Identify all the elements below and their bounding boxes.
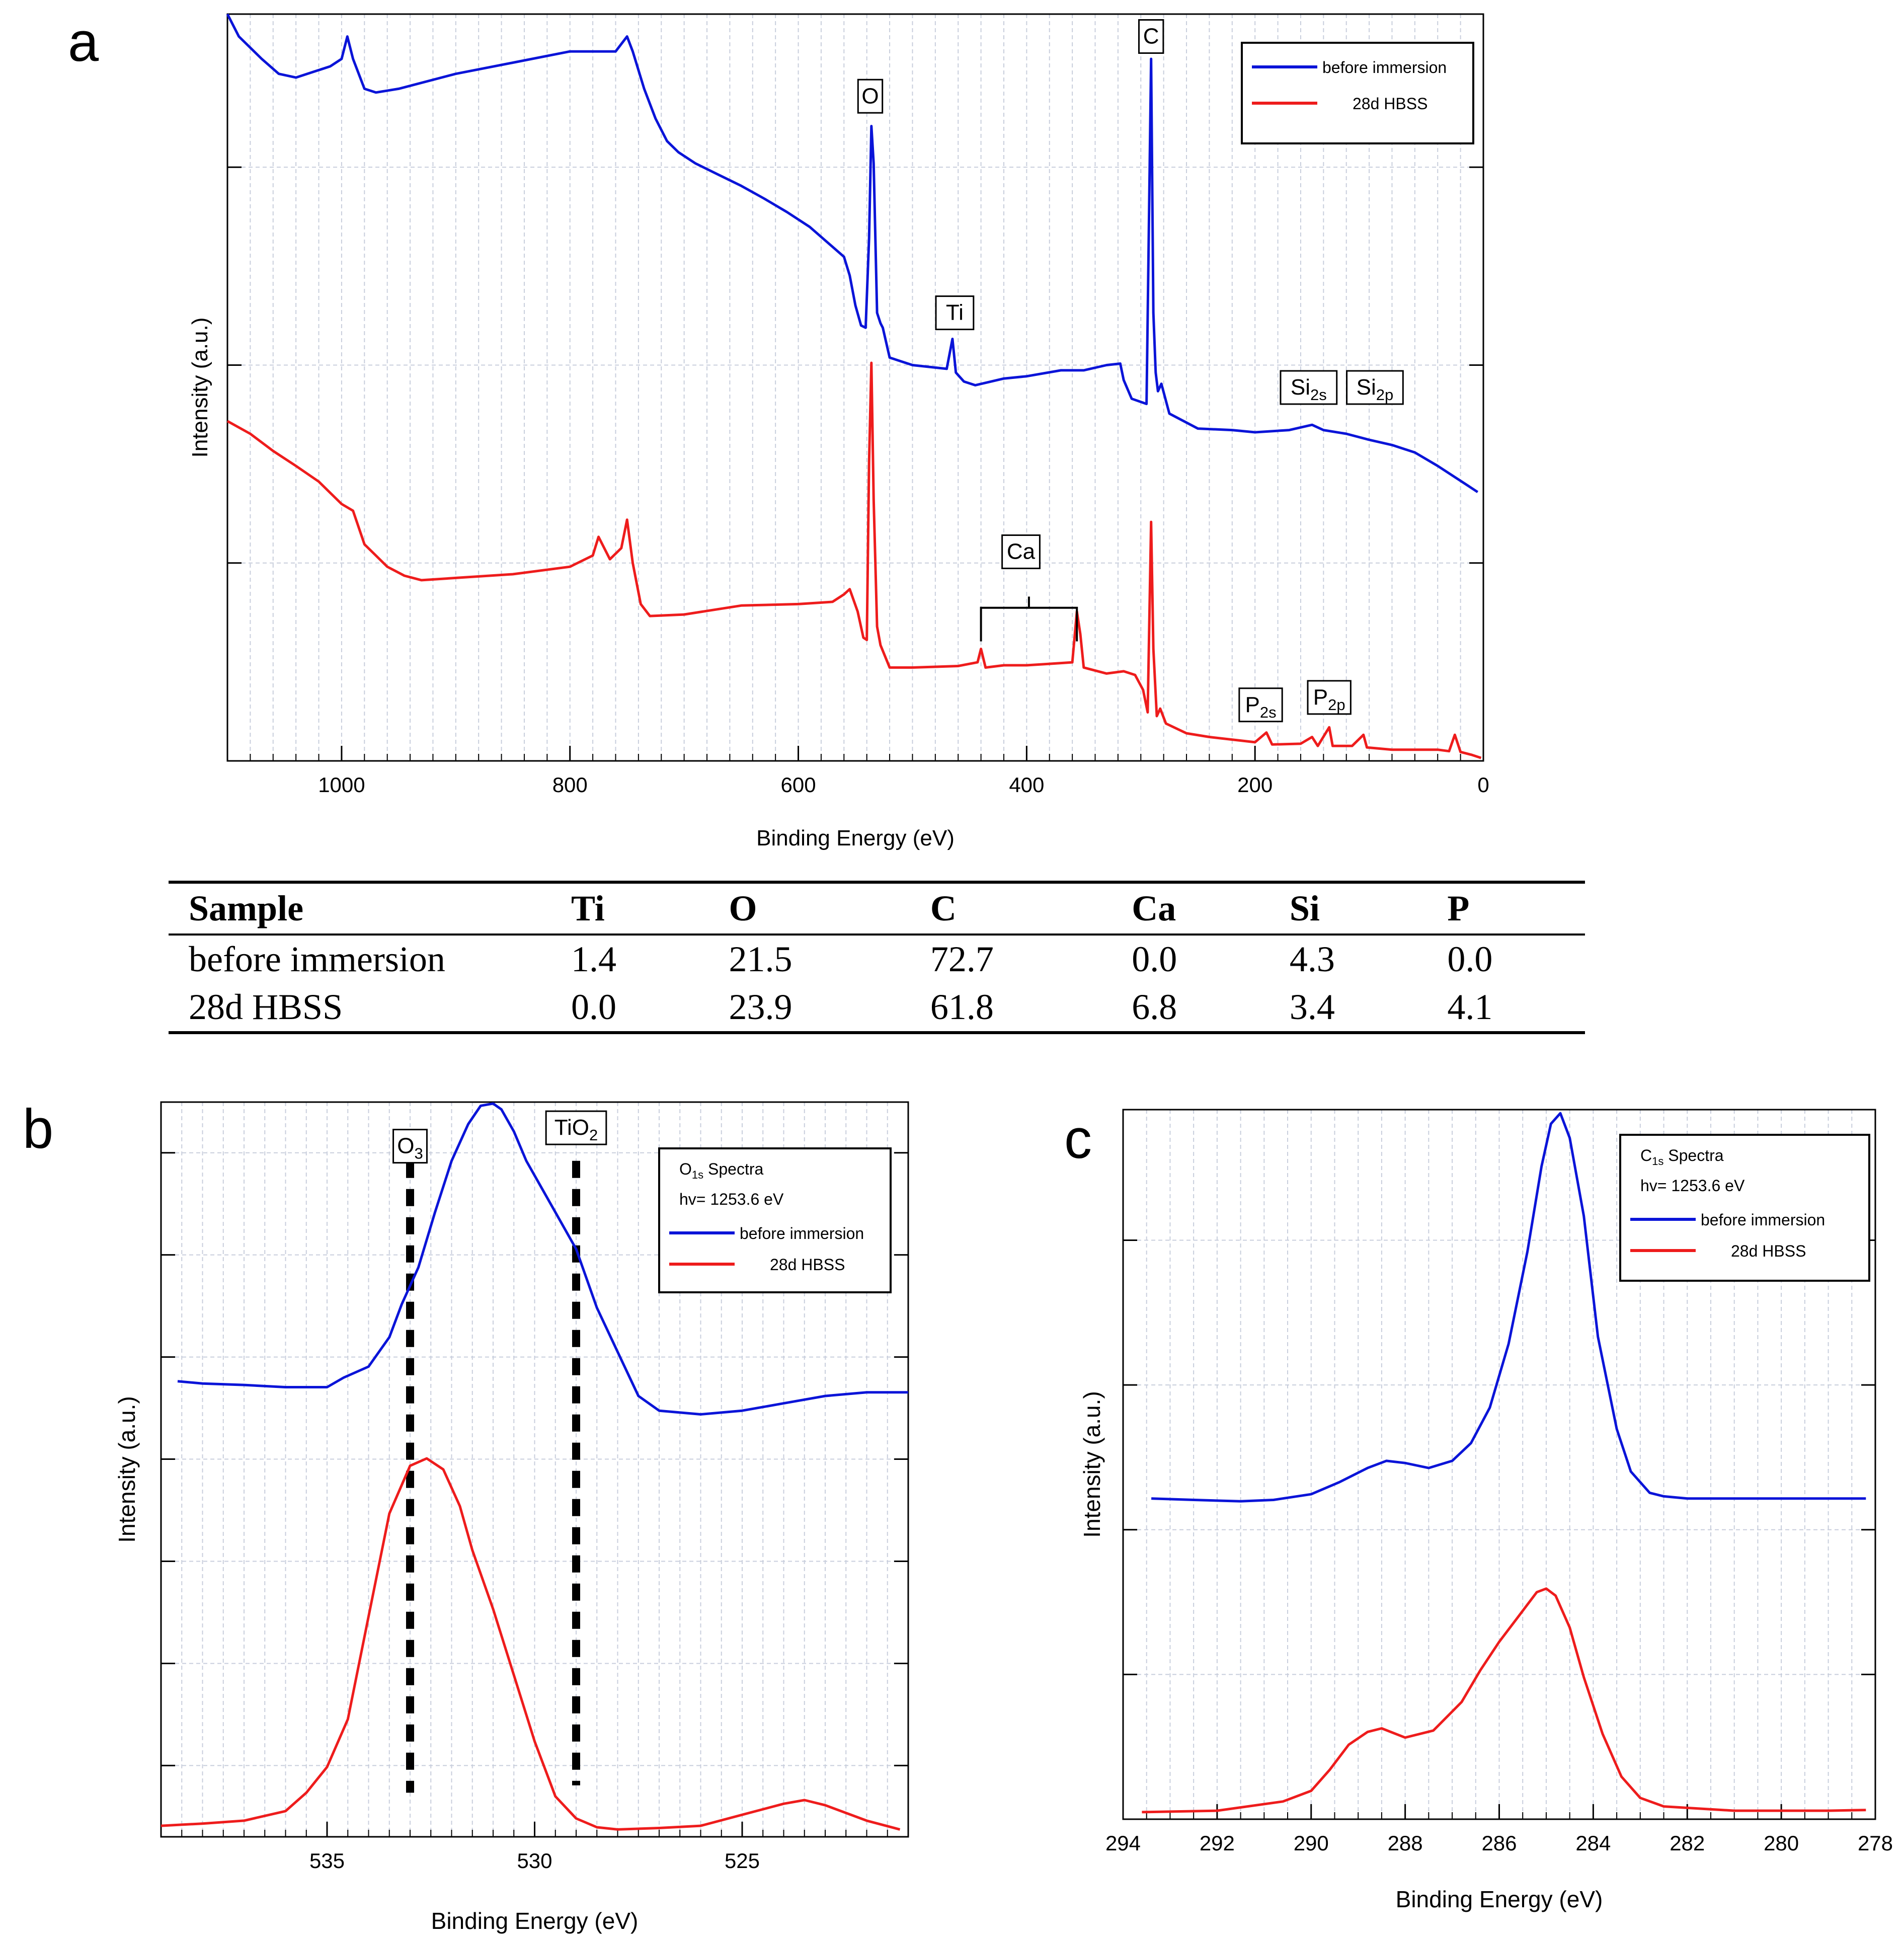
- x-tick-label: 525: [725, 1849, 760, 1873]
- y-axis-label: Intensity (a.u.): [188, 318, 212, 458]
- header-ca: Ca: [1112, 881, 1270, 936]
- x-tick-label: 280: [1764, 1831, 1799, 1855]
- header-o: O: [708, 881, 910, 936]
- ca-bracket: [980, 596, 1078, 642]
- x-axis-label: Binding Energy (eV): [431, 1908, 639, 1934]
- y-axis-label: Intensity (a.u.): [114, 1396, 140, 1542]
- series-line-blue: [226, 13, 1479, 493]
- series-line-red: [1142, 1587, 1866, 1814]
- legend: before immersion 28d HBSS: [1241, 42, 1474, 144]
- x-tick-label: 288: [1388, 1831, 1423, 1855]
- legend-box: [658, 1147, 892, 1293]
- panel-label-a: a: [68, 11, 99, 73]
- cell-sample: before immersion: [189, 939, 445, 979]
- series-line-blue: [1151, 1112, 1866, 1503]
- x-tick-label: 290: [1294, 1831, 1329, 1855]
- x-tick-label: 200: [1237, 773, 1273, 797]
- peak-label-box: [1001, 534, 1041, 569]
- x-tick-label: 600: [781, 773, 816, 797]
- plot-frame: [226, 13, 1484, 762]
- cell-sample: 28d HBSS: [169, 983, 551, 1034]
- chart-a: 1000 800 600 400 200 0 Binding Energy (eV) Inte…: [188, 13, 1489, 850]
- x-tick-label: 284: [1575, 1831, 1611, 1855]
- legend-entry: 28d HBSS: [1731, 1242, 1806, 1260]
- cell-si: 4.3: [1289, 939, 1335, 979]
- peak-label-box: [1238, 687, 1283, 723]
- peak-label-box: [935, 295, 975, 331]
- chart-c: 294 292 290 288 286 284 282 280 278 Binding Energ…: [1079, 1109, 1893, 1912]
- cell-c: 61.8: [910, 983, 1112, 1034]
- header-p: P: [1427, 881, 1585, 936]
- x-tick-label: 530: [517, 1849, 552, 1873]
- legend-entry: before immersion: [1701, 1211, 1825, 1229]
- series-line-blue: [177, 1102, 908, 1416]
- table-row: 28d HBSS 0.0 23.9 61.8 6.8 3.4 4.1: [169, 983, 1585, 1034]
- legend-box: [1619, 1134, 1870, 1282]
- legend-box: [1241, 42, 1474, 144]
- series-line-red: [226, 361, 1482, 759]
- cell-p: 0.0: [1447, 939, 1493, 979]
- cell-p: 4.1: [1427, 983, 1585, 1034]
- chart-b: 535 530 525 Binding Energy (eV) Intensity (a…: [114, 1101, 909, 1934]
- cell-o: 23.9: [708, 983, 910, 1034]
- x-tick-label: 1000: [318, 773, 365, 797]
- x-tick-label: 535: [309, 1849, 345, 1873]
- cell-ca: 0.0: [1132, 939, 1177, 979]
- legend-subtitle: hv= 1253.6 eV: [1640, 1177, 1745, 1195]
- plot-frame: [160, 1101, 909, 1838]
- legend-entry: 28d HBSS: [770, 1256, 845, 1274]
- x-axis-label: Binding Energy (eV): [756, 826, 955, 850]
- cell-c: 72.7: [930, 939, 994, 979]
- cell-si: 3.4: [1269, 983, 1427, 1034]
- peak-label: C: [1143, 24, 1159, 49]
- peak-label-box: [545, 1110, 607, 1145]
- peak-label: O: [861, 84, 879, 108]
- cell-o: 21.5: [729, 939, 792, 979]
- legend-subtitle: hv= 1253.6 eV: [679, 1190, 784, 1208]
- header-ti: Ti: [551, 881, 709, 936]
- legend-entry: before immersion: [1322, 58, 1447, 76]
- plot-frame: [1122, 1109, 1876, 1820]
- legend-entry: 28d HBSS: [1353, 95, 1427, 113]
- header-sample: Sample: [169, 881, 551, 936]
- peak-label: Ca: [1007, 539, 1036, 564]
- peak-label: Ti: [946, 300, 964, 325]
- x-tick-label: 400: [1009, 773, 1044, 797]
- table-row: before immersion 1.4 21.5 72.7 0.0 4.3 0…: [169, 935, 1585, 983]
- composition-table: Sample Ti O C Ca Si P before immersion 1…: [169, 881, 1585, 1034]
- x-tick-label: 286: [1481, 1831, 1517, 1855]
- x-tick-label: 282: [1670, 1831, 1705, 1855]
- cell-ti: 0.0: [551, 983, 709, 1034]
- cell-ca: 6.8: [1112, 983, 1270, 1034]
- peak-label-box: [392, 1129, 428, 1164]
- panel-label-c: c: [1064, 1108, 1092, 1170]
- panel-label-b: b: [23, 1098, 54, 1160]
- peak-label-box: [1280, 370, 1338, 405]
- peak-label-box: [857, 79, 884, 114]
- series-line-red: [161, 1457, 901, 1831]
- x-axis-label: Binding Energy (eV): [1396, 1886, 1603, 1912]
- x-tick-label: 0: [1477, 773, 1489, 797]
- cell-ti: 1.4: [571, 939, 616, 979]
- peak-label-box: [1346, 370, 1404, 405]
- header-c: C: [910, 881, 1112, 936]
- header-si: Si: [1269, 881, 1427, 936]
- x-tick-label: 278: [1858, 1831, 1893, 1855]
- peak-label-box: [1138, 19, 1164, 54]
- x-tick-label: 294: [1105, 1831, 1141, 1855]
- y-axis-label: Intensity (a.u.): [1079, 1391, 1105, 1537]
- peak-label-box: [1307, 680, 1352, 715]
- x-tick-label: 292: [1200, 1831, 1235, 1855]
- legend-entry: before immersion: [740, 1224, 864, 1242]
- x-tick-label: 800: [552, 773, 588, 797]
- table-header-row: Sample Ti O C Ca Si P: [169, 881, 1585, 936]
